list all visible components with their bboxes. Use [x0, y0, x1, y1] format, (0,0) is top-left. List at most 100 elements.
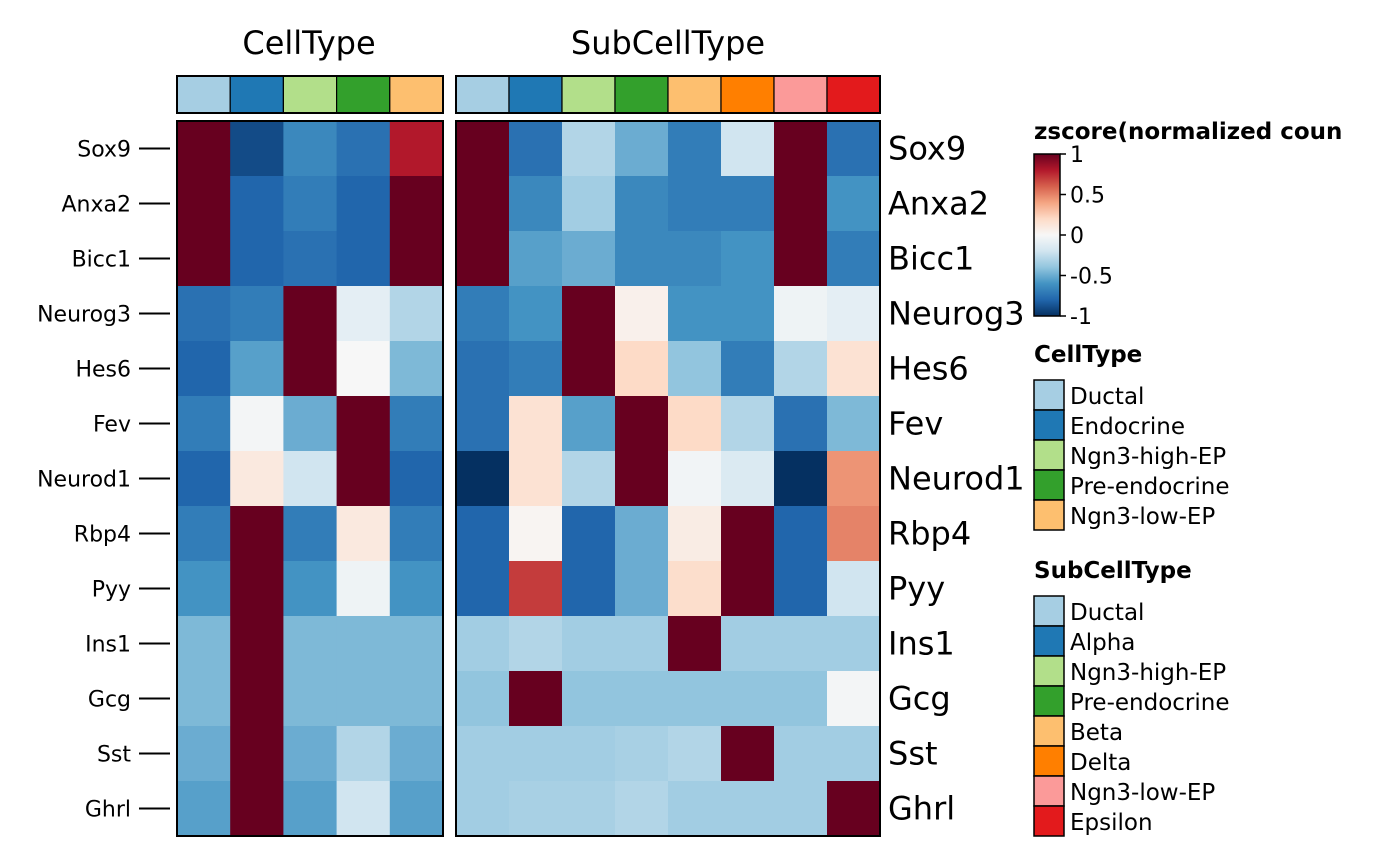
legend-swatch: [1033, 625, 1065, 657]
heatmap-cell: [509, 781, 563, 837]
heatmap-cell: [177, 726, 231, 782]
heatmap-cell: [389, 231, 444, 287]
heatmap-cell: [336, 671, 391, 727]
heatmap-cell: [336, 121, 391, 177]
heatmap-cell: [721, 506, 775, 562]
colorbar-title: zscore(normalized coun: [1034, 119, 1342, 145]
panel-title-subcelltype: SubCellType: [571, 24, 765, 62]
colorbar-tick-label: 0.5: [1070, 184, 1105, 209]
heatmap-cell: [668, 231, 722, 287]
heatmap-cell: [456, 341, 510, 397]
annotation-border: [455, 75, 881, 114]
heatmap-cell: [389, 726, 444, 782]
heatmap-cell: [389, 671, 444, 727]
colorbar-tick-label: 0: [1070, 224, 1084, 249]
heatmap-cell: [721, 671, 775, 727]
heatmap-cell: [336, 176, 391, 232]
heatmap-cell: [177, 341, 231, 397]
heatmap-cell: [230, 506, 284, 562]
heatmap-cell: [177, 231, 231, 287]
heatmap-cell: [389, 616, 444, 672]
heatmap-cell: [774, 616, 828, 672]
heatmap-cell: [456, 561, 510, 617]
heatmap-cell: [177, 451, 231, 507]
heatmap-cell: [827, 396, 881, 452]
gene-label-right: Pyy: [888, 570, 945, 608]
heatmap-cell: [721, 121, 775, 177]
heatmap-cell: [509, 231, 563, 287]
heatmap-cell: [456, 286, 510, 342]
legend-label: Ngn3-low-EP: [1070, 504, 1215, 530]
gene-label-left: Bicc1: [72, 248, 131, 273]
gene-label-right: Hes6: [888, 350, 969, 388]
heatmap-cell: [721, 781, 775, 837]
gene-labels: Sox9 Sox9 Anxa2 Anxa2 Bicc1 Bicc1 Neurog3 Neuro…: [37, 130, 1025, 828]
heatmap-cell: [721, 231, 775, 287]
heatmap-cell: [177, 616, 231, 672]
heatmap-cell: [721, 286, 775, 342]
heatmap-cell: [774, 451, 828, 507]
heatmap-cell: [721, 726, 775, 782]
heatmap-cell: [509, 286, 563, 342]
gene-label-left: Neurog3: [37, 303, 131, 328]
legend-label: Ngn3-high-EP: [1070, 660, 1226, 686]
panel-subcelltype: [455, 75, 881, 837]
heatmap-cell: [336, 341, 391, 397]
heatmap-cell: [456, 176, 510, 232]
gene-label-right: Ghrl: [888, 790, 955, 828]
heatmap-cell: [509, 176, 563, 232]
heatmap-cell: [456, 451, 510, 507]
heatmap-cell: [827, 506, 881, 562]
panel-title-celltype: CellType: [242, 24, 375, 62]
heatmap-cell: [283, 561, 338, 617]
heatmap-cell: [456, 231, 510, 287]
heatmap-cell: [283, 616, 338, 672]
heatmap-cell: [774, 231, 828, 287]
heatmap-cell: [562, 341, 616, 397]
heatmap-cell: [562, 121, 616, 177]
heatmap-cell: [509, 616, 563, 672]
heatmap-cell: [389, 121, 444, 177]
annotation-cell: [826, 75, 881, 114]
legend-swatch: [1033, 409, 1065, 441]
gene-label-left: Ins1: [85, 633, 131, 658]
heatmap-cell: [774, 561, 828, 617]
heatmap-cell: [336, 781, 391, 837]
heatmap-cell: [177, 781, 231, 837]
heatmap-cell: [456, 616, 510, 672]
heatmap-cell: [230, 121, 284, 177]
legend-label: Epsilon: [1070, 810, 1153, 836]
heatmap-cell: [668, 341, 722, 397]
heatmap-cell: [827, 726, 881, 782]
heatmap-cell: [177, 396, 231, 452]
annotation-cell: [389, 75, 444, 114]
heatmap-cell: [668, 396, 722, 452]
annotation-cell: [455, 75, 510, 114]
legend-swatch: [1033, 745, 1065, 777]
heatmap-cell: [336, 726, 391, 782]
heatmap-cell: [827, 286, 881, 342]
colorbar-tick-label: -0.5: [1070, 265, 1113, 290]
heatmap-cell: [827, 451, 881, 507]
legend-swatch: [1033, 595, 1065, 627]
heatmap-cell: [774, 176, 828, 232]
heatmap-cell: [389, 176, 444, 232]
heatmap-cell: [774, 286, 828, 342]
heatmap-cell: [283, 176, 338, 232]
legend-label: Endocrine: [1070, 414, 1185, 440]
heatmap-cell: [177, 506, 231, 562]
annotation-cell: [282, 75, 338, 114]
heatmap-cell: [668, 561, 722, 617]
gene-label-left: Pyy: [92, 578, 131, 603]
heatmap-cell: [456, 671, 510, 727]
gene-label-left: Ghrl: [85, 798, 131, 823]
heatmap-cell: [389, 451, 444, 507]
heatmap-cell: [721, 341, 775, 397]
heatmap-border: [455, 120, 881, 837]
legend-swatch: [1033, 655, 1065, 687]
annotation-cell: [508, 75, 563, 114]
heatmap-cell: [389, 286, 444, 342]
heatmap-border: [176, 120, 444, 837]
heatmap-cell: [615, 121, 669, 177]
